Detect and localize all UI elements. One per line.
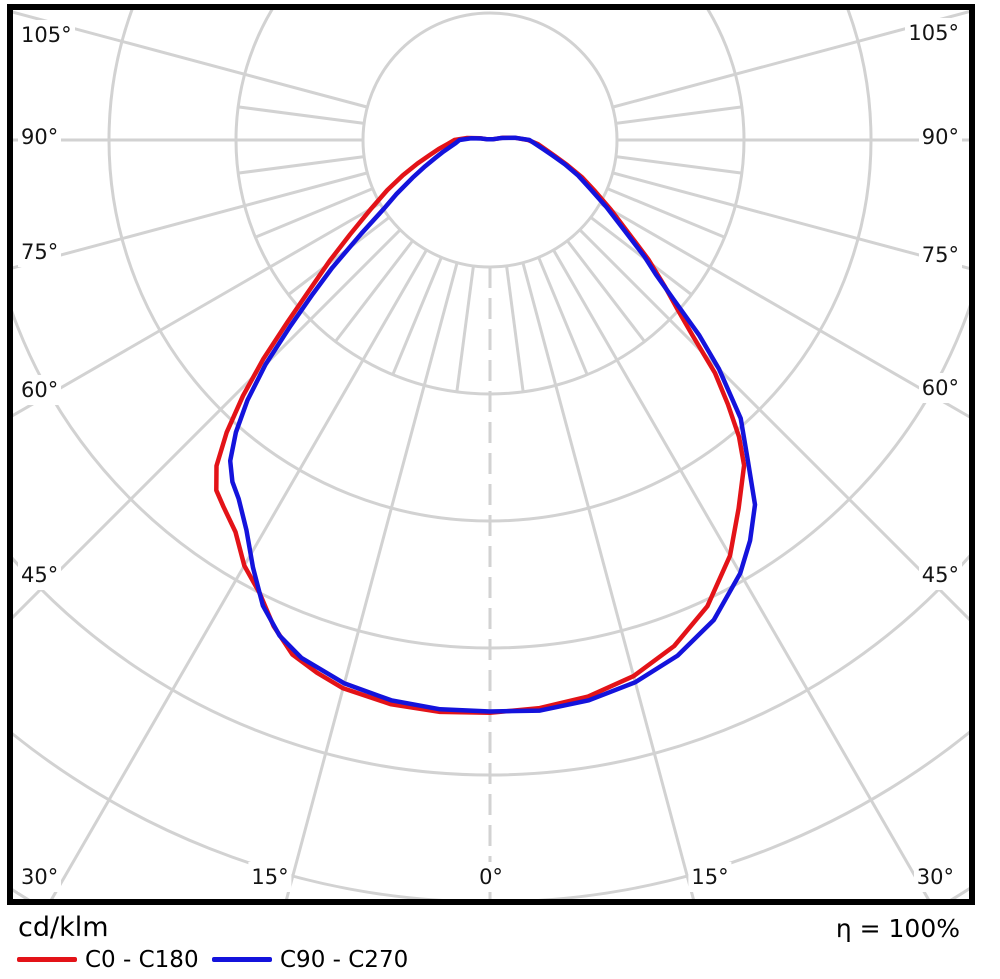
angle-label-bottom-1-15°: 15° [248, 862, 292, 892]
radial-gridline [237, 105, 365, 125]
angle-label-left-75°: 75° [18, 237, 62, 267]
radial-gridline [48, 249, 428, 902]
radial-gridline [287, 216, 391, 296]
radial-gridline [552, 249, 932, 902]
radial-gridline [284, 262, 459, 902]
radial-gridline [334, 239, 414, 343]
angle-label-bottom-3-15°: 15° [688, 862, 732, 892]
radial-gridline [521, 262, 696, 902]
radial-gridline [566, 239, 646, 343]
radial-gridline [615, 105, 743, 125]
angle-label-right-90°: 90° [918, 122, 962, 152]
angle-label-left-45°: 45° [18, 560, 62, 590]
legend-label: C90 - C270 [280, 947, 409, 973]
radial-gridline [391, 256, 443, 376]
radial-gridline [455, 265, 475, 393]
chart-frame [7, 4, 975, 905]
ring-gridline [13, 554, 969, 777]
efficiency-label: η = 100% [835, 914, 960, 943]
radial-gridline [606, 187, 726, 239]
angle-label-right-105°: 105° [905, 18, 962, 48]
curve-c0-c180 [214, 135, 747, 716]
radial-gridline [578, 228, 969, 622]
angle-label-left-90°: 90° [18, 122, 62, 152]
radial-gridline [612, 171, 969, 270]
units-label: cd/klm [18, 912, 109, 943]
angle-label-left-105°: 105° [18, 20, 75, 50]
radial-gridline [13, 171, 368, 270]
angle-label-bottom-2-0°: 0° [476, 862, 506, 892]
curve-c90-c270 [227, 135, 758, 714]
legend-label: C0 - C180 [85, 947, 199, 973]
legend: C0 - C180 C90 - C270 [0, 944, 1000, 976]
ring-gridline [13, 730, 969, 902]
radial-gridline [589, 216, 693, 296]
ring-gridline [13, 304, 969, 650]
angle-label-right-75°: 75° [918, 240, 962, 270]
legend-line-red [17, 957, 77, 962]
radial-gridline [615, 155, 743, 175]
angle-label-right-45°: 45° [918, 560, 962, 590]
radial-gridline [505, 265, 525, 393]
legend-line-blue [212, 957, 272, 962]
radial-gridline [13, 202, 381, 418]
radial-gridline [537, 256, 589, 376]
curves-layer [214, 135, 758, 716]
angle-label-bottom-0-30°: 30° [18, 862, 62, 892]
angle-label-bottom-4-30°: 30° [913, 862, 957, 892]
radial-gridline [237, 155, 365, 175]
radial-gridline [612, 10, 969, 109]
angle-label-right-60°: 60° [918, 373, 962, 403]
angle-label-left-60°: 60° [18, 375, 62, 405]
radial-gridline [13, 10, 368, 109]
radial-gridline [254, 187, 374, 239]
radial-gridline [599, 202, 969, 419]
